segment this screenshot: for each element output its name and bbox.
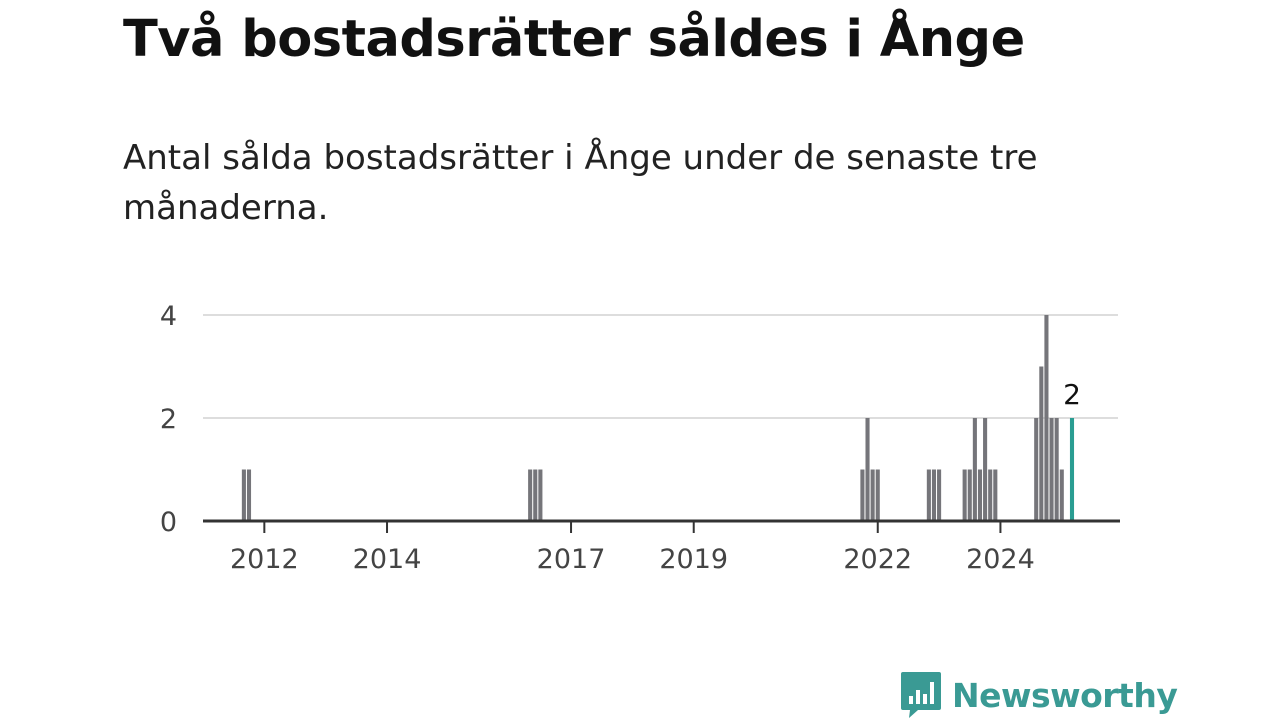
bar <box>931 469 937 521</box>
y-tick-label: 4 <box>160 301 177 332</box>
bar <box>972 418 977 521</box>
bar <box>926 469 931 521</box>
bar <box>983 418 988 521</box>
bar <box>937 469 942 521</box>
y-tick-label: 0 <box>160 507 177 538</box>
bar <box>993 469 998 521</box>
bar <box>1059 469 1064 521</box>
newsworthy-bar-chart-icon <box>901 672 941 718</box>
bar <box>875 469 880 521</box>
newsworthy-logo: Newsworthy <box>900 670 1178 720</box>
bar <box>533 469 538 521</box>
bar <box>1044 315 1049 521</box>
x-tick-label: 2012 <box>230 544 299 575</box>
x-tick-label: 2014 <box>353 544 422 575</box>
bar <box>967 469 972 521</box>
page-title: Två bostadsrätter såldes i Ånge <box>123 10 1025 69</box>
bar <box>1054 418 1059 521</box>
logo-text: Newsworthy <box>952 675 1178 715</box>
page-subtitle: Antal sålda bostadsrätter i Ånge under d… <box>123 138 1038 228</box>
x-tick-label: 2017 <box>537 544 606 575</box>
bar <box>1039 366 1044 521</box>
bar <box>241 469 246 521</box>
bar <box>538 469 543 521</box>
bar <box>1034 418 1039 521</box>
bar <box>1049 418 1054 521</box>
bar <box>977 469 983 521</box>
x-tick-label: 2022 <box>843 544 912 575</box>
data-label: 2 <box>1063 378 1081 411</box>
gridlines <box>203 314 1118 419</box>
bars <box>241 315 1075 521</box>
bar <box>246 469 252 521</box>
bar <box>865 418 870 521</box>
bar <box>860 469 865 521</box>
x-tick-label: 2019 <box>659 544 728 575</box>
bar <box>988 469 993 521</box>
bar <box>962 469 967 521</box>
x-tick-label: 2024 <box>966 544 1035 575</box>
y-tick-label: 2 <box>160 404 177 435</box>
bar <box>528 469 533 521</box>
x-axis: 2012 2014 2017 2019 2022 2024 <box>203 519 1120 575</box>
bar <box>870 469 875 521</box>
y-axis-ticks: 0 2 4 <box>160 301 177 538</box>
bar-highlighted <box>1069 418 1075 521</box>
annotations: 2 <box>1063 378 1081 411</box>
